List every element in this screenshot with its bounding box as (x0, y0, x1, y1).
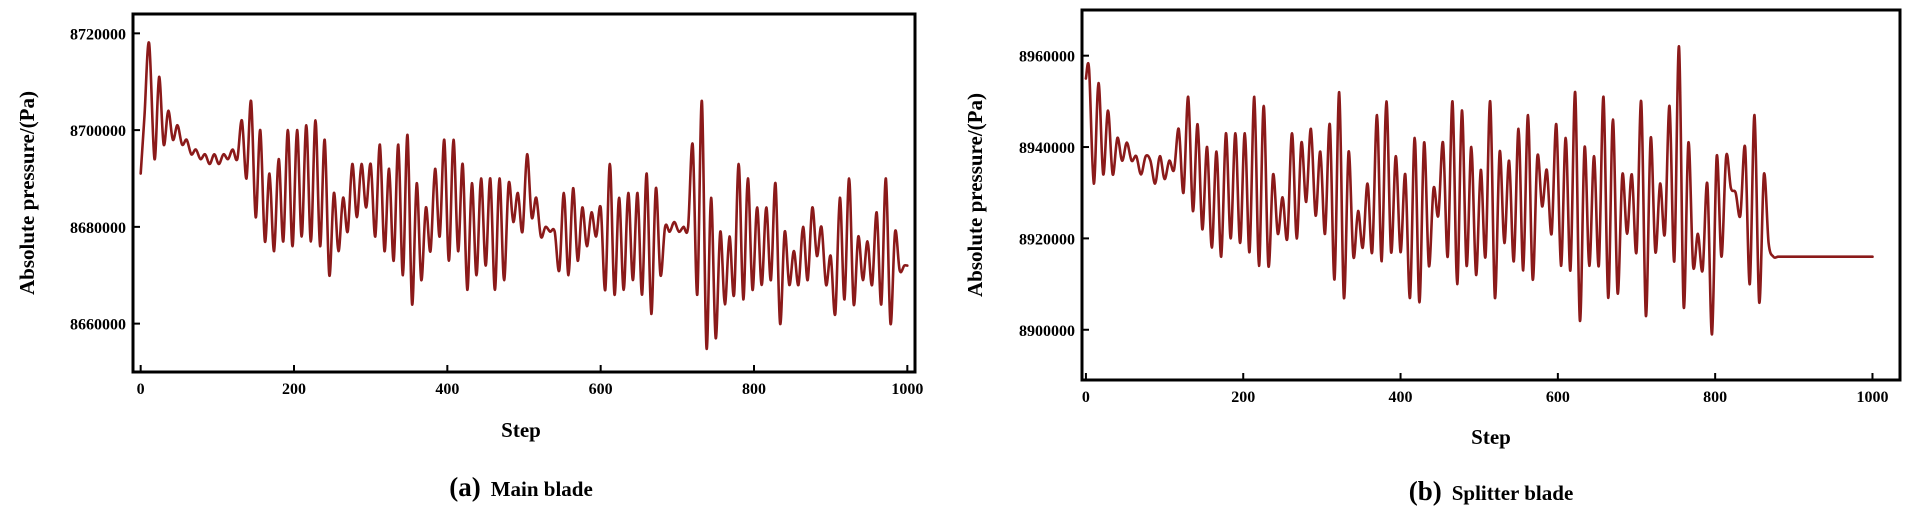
x-axis-title: Step (1471, 425, 1511, 449)
x-tick-label: 0 (1082, 389, 1090, 406)
x-tick-label: 400 (1389, 389, 1413, 406)
panel-caption: (a) Main blade (449, 472, 593, 502)
y-tick-label: 8940000 (1019, 140, 1075, 157)
panel-title: Main blade (491, 477, 593, 501)
x-tick-label: 600 (1546, 389, 1570, 406)
y-axis-ticks: 8660000 8680000 8700000 8720000 (70, 26, 140, 334)
panel-letter: (b) (1409, 476, 1442, 506)
panel-title: Splitter blade (1452, 481, 1574, 505)
x-axis-title: Step (501, 418, 541, 442)
y-tick-label: 8920000 (1019, 231, 1075, 248)
panel-letter: (a) (449, 472, 480, 502)
y-tick-label: 8660000 (70, 317, 126, 334)
y-axis-title: Absolute pressure/(Pa) (963, 93, 987, 297)
y-axis-title: Absolute pressure/(Pa) (15, 91, 39, 295)
x-axis-ticks: 0 200 400 600 800 1000 (137, 365, 923, 398)
x-tick-label: 200 (282, 381, 306, 398)
x-tick-label: 800 (1703, 389, 1727, 406)
x-tick-label: 1000 (1856, 389, 1888, 406)
x-axis-ticks: 0 200 400 600 800 1000 (1082, 373, 1888, 406)
series-line (139, 41, 909, 350)
x-tick-label: 200 (1231, 389, 1255, 406)
panel-caption: (b) Splitter blade (1409, 476, 1574, 506)
y-tick-label: 8700000 (70, 123, 126, 140)
x-tick-label: 400 (435, 381, 459, 398)
y-tick-label: 8960000 (1019, 49, 1075, 66)
panel-main-blade: 8660000 8680000 8700000 8720000 0 200 400 600 8… (15, 12, 923, 502)
y-tick-label: 8680000 (70, 220, 126, 237)
x-tick-label: 1000 (891, 381, 923, 398)
panel-splitter-blade: 8900000 8920000 8940000 8960000 0 200 400 600 8… (963, 8, 1902, 506)
y-tick-label: 8720000 (70, 26, 126, 43)
y-axis-ticks: 8900000 8920000 8940000 8960000 (1019, 49, 1089, 340)
plot-frame (1080, 8, 1902, 382)
x-tick-label: 600 (589, 381, 613, 398)
x-tick-label: 800 (742, 381, 766, 398)
plot-frame (131, 12, 917, 374)
series-line (1084, 45, 1874, 336)
y-tick-label: 8900000 (1019, 323, 1075, 340)
x-tick-label: 0 (137, 381, 145, 398)
